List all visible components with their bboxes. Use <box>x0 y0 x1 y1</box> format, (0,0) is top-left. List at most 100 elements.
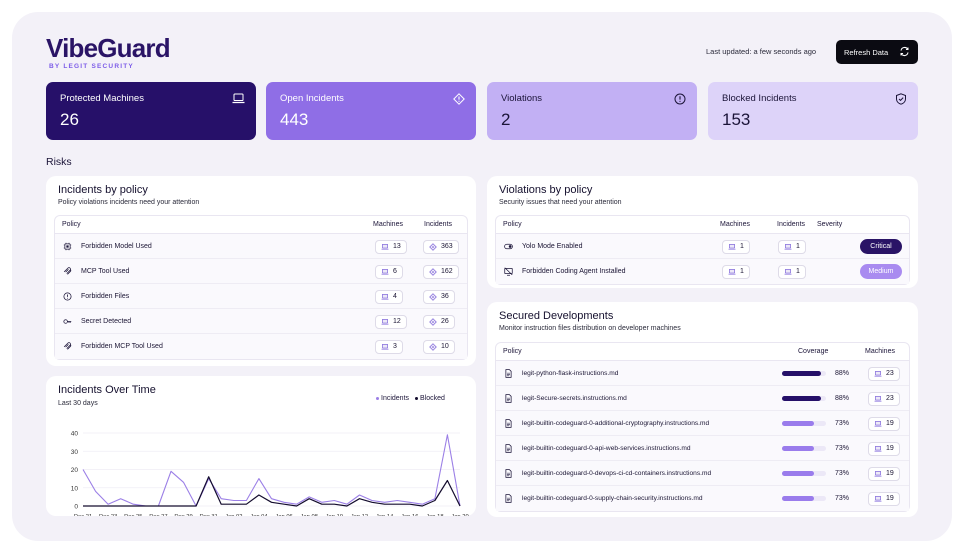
incidents-count-value: 10 <box>441 343 449 350</box>
laptop-icon <box>728 244 736 250</box>
coverage-bar-fill <box>782 396 821 401</box>
coverage-bar <box>782 471 826 476</box>
coverage-bar-fill <box>782 371 821 376</box>
stat-card-violations[interactable]: Violations 2 <box>487 82 697 140</box>
incidents-count-value: 36 <box>441 293 449 300</box>
legend-item-incidents[interactable]: Incidents <box>376 395 409 402</box>
series-line-blocked <box>83 476 461 507</box>
incidents-count: 36 <box>423 290 455 304</box>
table-row[interactable]: MCP Tool Used 6 162 <box>55 259 467 284</box>
incidents-count-value: 1 <box>796 268 800 275</box>
coverage-bar-fill <box>782 421 814 426</box>
legend-label: Blocked <box>420 395 445 402</box>
machines-count: 19 <box>868 417 900 431</box>
machines-count-value: 12 <box>393 318 401 325</box>
file-icon <box>505 369 512 378</box>
refresh-data-button[interactable]: Refresh Data <box>836 40 918 64</box>
x-tick-label: Jan 10 <box>326 514 343 516</box>
table-row[interactable]: legit-Secure-secrets.instructions.md 88% 2… <box>496 386 909 411</box>
refresh-icon <box>900 47 909 56</box>
table-row[interactable]: Forbidden Files 4 36 <box>55 284 467 309</box>
coverage-value: 88% <box>835 370 850 377</box>
file-icon <box>505 394 512 403</box>
table-row[interactable]: Yolo Mode Enabled 1 1 Critical <box>496 234 909 259</box>
x-tick-label: Jan 04 <box>250 514 268 516</box>
severity-label: Critical <box>870 243 892 250</box>
laptop-icon <box>784 269 792 275</box>
x-tick-label: Dec 31 <box>199 514 217 516</box>
col-policy: Policy <box>62 221 81 228</box>
diamond-icon <box>429 343 437 351</box>
section-title-risks: Risks <box>46 156 72 168</box>
incidents-count-value: 363 <box>441 243 453 250</box>
table-row[interactable]: legit-builtin-codeguard-0-supply-chain-s… <box>496 486 909 511</box>
table-row[interactable]: legit-builtin-codeguard-0-api-web-servic… <box>496 436 909 461</box>
card-title: Incidents by policy <box>58 184 148 196</box>
chart-legend: Incidents Blocked <box>376 395 445 402</box>
table-row[interactable]: Secret Detected 12 26 <box>55 309 467 334</box>
coverage-value: 73% <box>835 470 850 477</box>
instruction-file-name: legit-builtin-codeguard-0-devops-ci-cd-c… <box>522 470 712 477</box>
file-icon <box>505 494 512 503</box>
machines-count-value: 19 <box>886 445 894 452</box>
violations-by-policy-card: Violations by policy Security issues tha… <box>487 176 918 288</box>
last-updated: Last updated: a few seconds ago <box>706 47 817 56</box>
laptop-icon <box>874 421 882 427</box>
card-title: Secured Developments <box>499 310 614 322</box>
incidents-count: 1 <box>778 240 806 254</box>
stat-value: 2 <box>501 110 511 129</box>
table-row[interactable]: Forbidden Coding Agent Installed 1 1 Medium <box>496 259 909 284</box>
coverage-bar <box>782 371 826 376</box>
stat-value: 153 <box>722 110 751 129</box>
coverage-bar-fill <box>782 446 814 451</box>
x-tick-label: Jan 16 <box>401 514 418 516</box>
col-severity: Severity <box>817 221 843 228</box>
col-policy: Policy <box>503 221 522 228</box>
file-icon <box>505 419 512 428</box>
table-header: Policy Machines Incidents <box>55 216 467 234</box>
brand-sub: BY LEGIT SECURITY <box>49 63 134 70</box>
shield-check-icon <box>896 93 906 105</box>
stat-value: 443 <box>280 110 309 129</box>
stat-label: Protected Machines <box>60 93 144 104</box>
card-subtitle: Security issues that need your attention <box>499 199 622 206</box>
machines-count: 19 <box>868 442 900 456</box>
incidents-over-time-chart: 0 10 20 30 40 Dec 21 Dec 23 Dec 25 Dec 27 Dec 29 D… <box>71 431 469 517</box>
table-row[interactable]: legit-builtin-codeguard-0-additional-cry… <box>496 411 909 436</box>
dashboard-frame: VibeGuard BY LEGIT SECURITY Last updated… <box>12 12 952 541</box>
coverage-bar-fill <box>782 496 814 501</box>
laptop-icon <box>381 319 389 325</box>
coverage-value: 73% <box>835 445 850 452</box>
coverage-value: 73% <box>835 495 850 502</box>
alert-circle-icon <box>674 93 686 105</box>
secured-developments-table: Policy Coverage Machines legit-python-fl… <box>495 342 910 512</box>
stat-label: Open Incidents <box>280 93 344 104</box>
col-machines: Machines <box>720 221 750 228</box>
card-title: Violations by policy <box>499 184 593 196</box>
table-row[interactable]: Forbidden Model Used 13 363 <box>55 234 467 259</box>
legend-item-blocked[interactable]: Blocked <box>415 395 445 402</box>
toggle-icon <box>504 243 513 250</box>
stat-value: 26 <box>60 110 79 129</box>
machines-count-value: 13 <box>393 243 401 250</box>
x-tick-label: Jan 18 <box>426 514 443 516</box>
severity-badge: Medium <box>860 264 902 279</box>
col-coverage: Coverage <box>798 348 829 355</box>
machines-count: 13 <box>375 240 407 254</box>
violations-by-policy-table: Policy Machines Incidents Severity Yolo … <box>495 215 910 285</box>
col-machines: Machines <box>865 348 895 355</box>
col-incidents: Incidents <box>424 221 453 228</box>
machines-count: 23 <box>868 367 900 381</box>
stat-card-protected-machines[interactable]: Protected Machines 26 <box>46 82 256 140</box>
stat-label: Blocked Incidents <box>722 93 797 104</box>
x-tick-label: Dec 21 <box>74 514 92 516</box>
stat-card-open-incidents[interactable]: Open Incidents 443 <box>266 82 476 140</box>
policy-name: Forbidden Model Used <box>81 243 152 250</box>
table-row[interactable]: legit-builtin-codeguard-0-devops-ci-cd-c… <box>496 461 909 486</box>
table-row[interactable]: legit-python-flask-instructions.md 88% 23 <box>496 361 909 386</box>
coverage-bar <box>782 496 826 501</box>
table-row[interactable]: Forbidden MCP Tool Used 3 10 <box>55 334 467 359</box>
alert-diamond-icon <box>453 93 465 105</box>
stat-card-blocked-incidents[interactable]: Blocked Incidents 153 <box>708 82 918 140</box>
refresh-label: Refresh Data <box>844 47 889 57</box>
